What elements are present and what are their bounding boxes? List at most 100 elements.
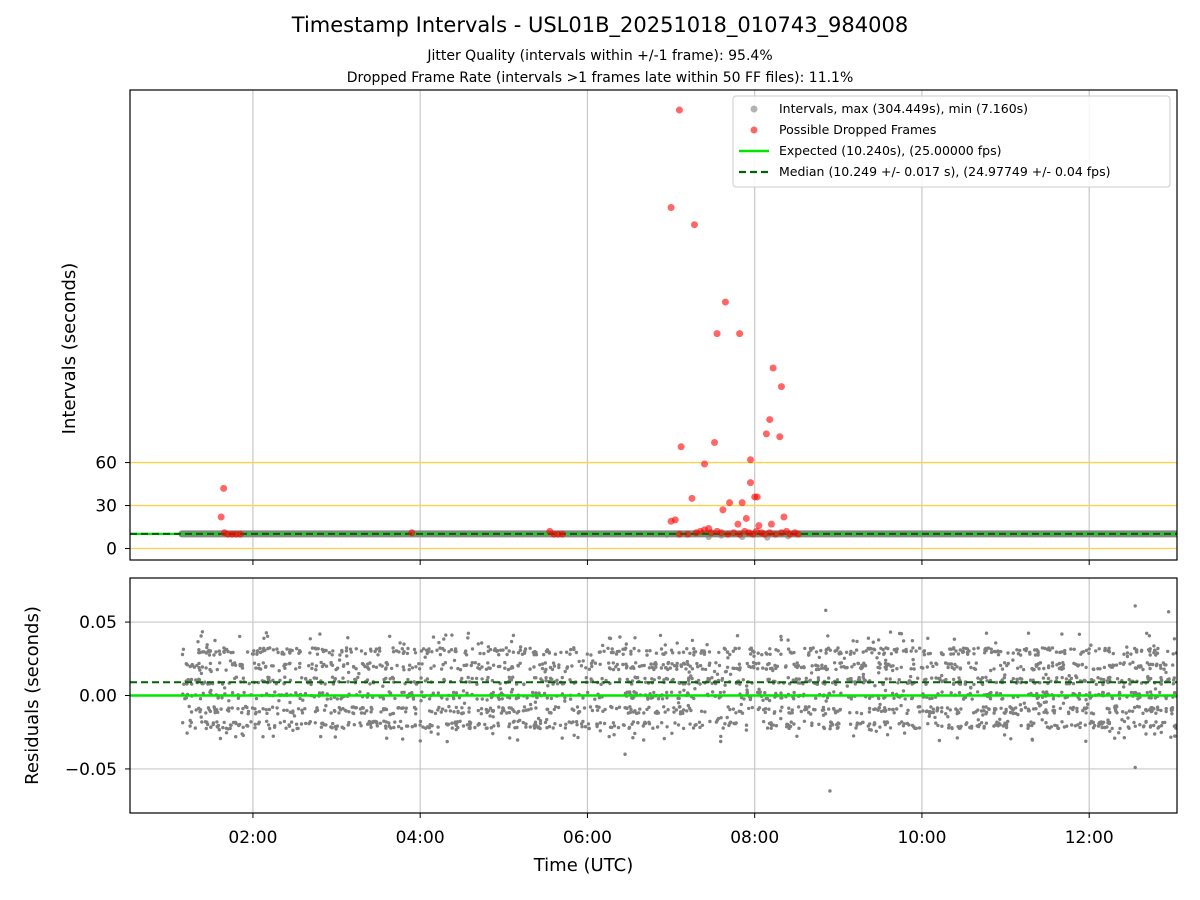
residual-point <box>1021 667 1026 672</box>
residual-point <box>580 725 584 729</box>
residual-point <box>979 677 983 682</box>
residual-point <box>425 677 430 681</box>
residual-point <box>873 684 877 688</box>
residual-point <box>1115 677 1120 681</box>
residual-point <box>773 710 777 714</box>
residual-point <box>1100 725 1104 730</box>
residual-point <box>1078 721 1083 725</box>
residual-point <box>320 647 324 652</box>
residual-point <box>1118 696 1122 701</box>
residual-point <box>698 663 703 668</box>
residual-point <box>1096 724 1101 728</box>
residual-point <box>464 663 468 668</box>
residual-point <box>816 678 821 682</box>
residual-point <box>508 696 512 700</box>
residual-point <box>1110 726 1114 731</box>
residual-point <box>1031 707 1036 711</box>
residual-point <box>838 707 842 712</box>
residual-point <box>892 648 896 652</box>
residual-point <box>356 675 360 680</box>
residual-point <box>1045 711 1049 715</box>
residual-point <box>776 649 780 653</box>
residual-point <box>1078 725 1082 730</box>
residual-point <box>188 718 192 723</box>
residual-point <box>335 666 340 670</box>
residual-point <box>491 715 495 719</box>
residual-point <box>595 708 600 712</box>
residual-point <box>670 662 674 666</box>
residual-point <box>797 726 801 730</box>
residual-point <box>1047 664 1051 668</box>
residual-point <box>505 652 509 657</box>
residual-point <box>1108 710 1112 715</box>
residual-point <box>404 706 408 710</box>
residual-point <box>976 646 980 650</box>
residual-point <box>994 680 999 685</box>
residual-point <box>1136 697 1140 701</box>
residual-point <box>1077 632 1082 636</box>
residual-point <box>989 647 993 651</box>
residual-point <box>822 726 827 731</box>
residual-point <box>1154 711 1158 715</box>
residual-point <box>381 684 385 688</box>
residual-point <box>445 739 449 744</box>
residual-point <box>466 636 470 640</box>
residual-point <box>1159 678 1164 682</box>
residual-point <box>299 722 304 726</box>
residual-point <box>184 662 188 666</box>
residual-point <box>949 662 954 666</box>
residual-point <box>262 636 266 640</box>
residual-point <box>692 647 696 651</box>
residual-point <box>663 643 667 647</box>
residual-point <box>430 710 434 714</box>
residual-point <box>414 665 418 669</box>
residual-point <box>563 699 567 703</box>
residual-point <box>917 646 922 650</box>
residual-point <box>739 702 743 707</box>
residual-point <box>899 665 903 669</box>
residual-point <box>688 651 692 655</box>
residual-point <box>518 648 523 652</box>
residual-point <box>204 666 208 670</box>
residual-point <box>359 649 364 653</box>
residual-point <box>1018 648 1022 653</box>
residual-point <box>1015 677 1019 681</box>
residual-point <box>1071 705 1076 710</box>
residual-point <box>870 651 874 655</box>
residual-point <box>576 735 580 740</box>
residual-point <box>769 721 773 725</box>
residual-point <box>346 680 350 684</box>
residual-point <box>534 676 538 680</box>
residual-point <box>884 667 888 671</box>
residual-point <box>362 711 367 715</box>
legend: Intervals, max (304.449s), min (7.160s)P… <box>732 95 1171 188</box>
residual-point <box>1076 663 1080 668</box>
residual-point <box>488 714 492 718</box>
residual-point <box>699 709 704 713</box>
residual-point <box>636 721 640 725</box>
residual-point <box>1084 648 1089 653</box>
residual-point <box>563 669 567 674</box>
residual-point <box>1172 637 1177 641</box>
residual-point <box>1068 706 1073 710</box>
residual-point <box>574 650 579 655</box>
residual-point <box>417 667 422 671</box>
residual-point <box>398 719 403 724</box>
residual-point <box>432 664 436 668</box>
residual-point <box>374 647 379 651</box>
residual-point <box>786 647 791 651</box>
residual-point <box>487 666 491 670</box>
residual-point <box>1122 652 1126 656</box>
residual-point <box>1015 648 1019 652</box>
residual-point <box>1055 676 1059 680</box>
residual-point <box>873 722 877 726</box>
residual-point <box>999 649 1003 654</box>
residual-point <box>859 666 863 671</box>
residual-point <box>903 697 907 701</box>
residual-point <box>642 738 646 742</box>
residual-point <box>216 710 220 714</box>
residual-point <box>899 632 904 636</box>
residual-point <box>895 667 899 671</box>
residual-point <box>412 647 417 652</box>
residual-point <box>204 711 208 715</box>
